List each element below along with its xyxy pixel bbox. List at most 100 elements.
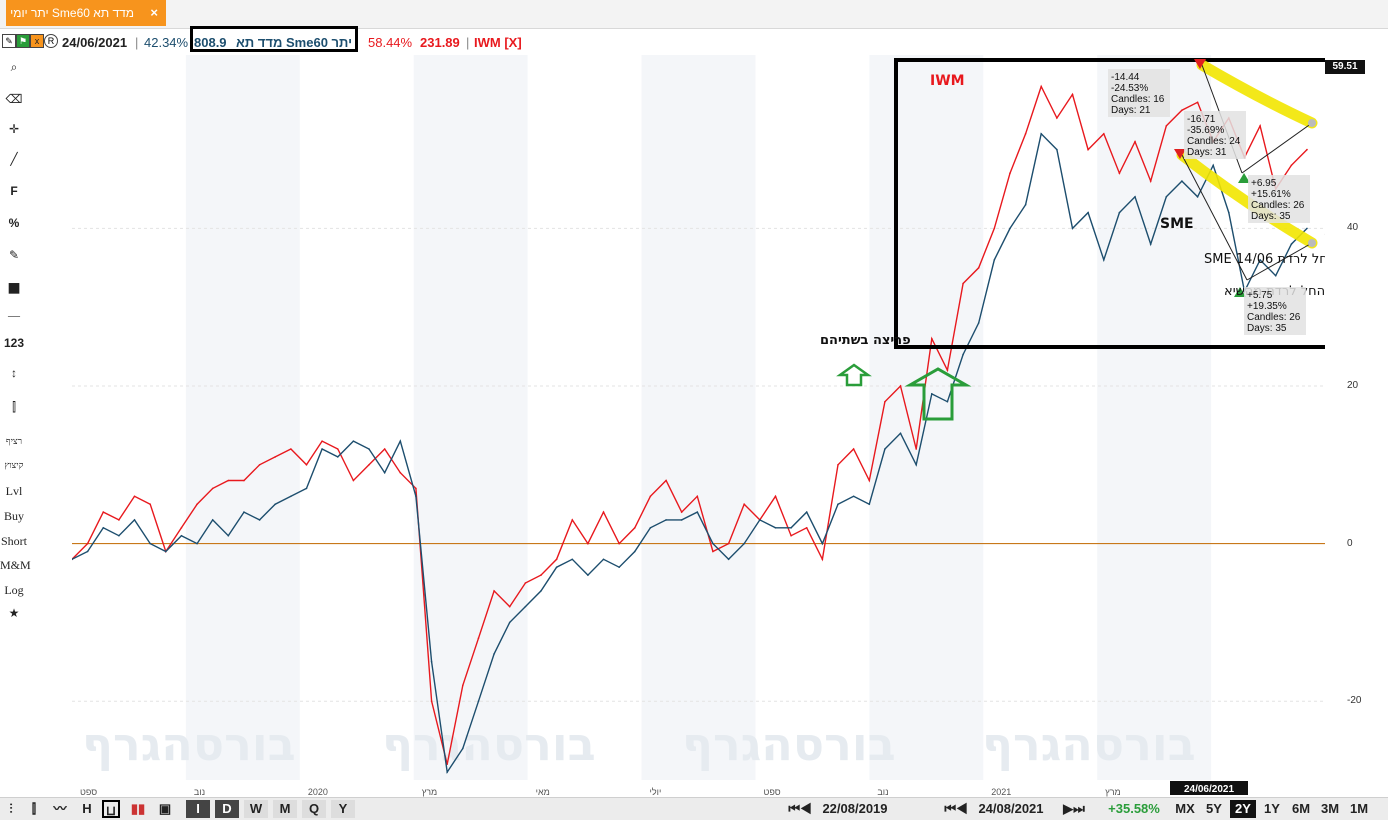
percent-icon[interactable]: %: [8, 216, 20, 230]
range-MX-button[interactable]: MX: [1175, 801, 1195, 816]
color-icon[interactable]: ■: [7, 275, 21, 300]
interval-Q-button[interactable]: Q: [302, 800, 326, 818]
trough-arrow-icon: [1238, 173, 1250, 183]
data-point: [211, 487, 214, 490]
data-point: [852, 495, 855, 498]
data-point: [243, 511, 245, 513]
close-icon[interactable]: ×: [150, 5, 158, 20]
data-point: [399, 471, 402, 474]
candles-type-icon[interactable]: ⫿: [31, 801, 37, 816]
edit-icon[interactable]: ✎: [8, 248, 20, 262]
interval-Y-button[interactable]: Y: [331, 800, 355, 818]
start-nav-icons[interactable]: ⏮◀: [788, 801, 812, 816]
data-point: [118, 519, 120, 521]
stat-box-3: [1248, 175, 1310, 223]
data-point: [540, 574, 542, 576]
sme-name[interactable]: יתר Sme60 מדד תא: [236, 35, 353, 50]
data-point: [524, 605, 527, 608]
iwm-pct: 58.44%: [368, 35, 413, 50]
tool-sidebar: ⌕ ⌫ ✛ ╱ F% ✎ ■ — 123 ↕ ⫿ רציף קיצוץ Lvl Buy Short M&M Log…: [0, 56, 31, 796]
interval-M-button[interactable]: M: [273, 800, 297, 818]
watermark: בורסהגרף: [682, 717, 896, 771]
chart-icon[interactable]: x: [30, 34, 44, 48]
cursor-select-icon[interactable]: ⫶: [9, 801, 13, 816]
lvl-label[interactable]: Lvl: [5, 484, 23, 498]
flag-icon[interactable]: ⚑: [16, 34, 30, 48]
data-point: [477, 700, 480, 702]
data-point: [86, 550, 89, 553]
range-1Y-button[interactable]: 1Y: [1264, 801, 1280, 816]
watermark: בורסהגרף: [382, 717, 596, 771]
buy-label[interactable]: Buy: [3, 509, 24, 523]
vertical-line-icon[interactable]: ↕: [11, 366, 17, 380]
candles-icon[interactable]: ⫿: [12, 400, 16, 414]
short-label[interactable]: Short: [0, 534, 27, 548]
data-point: [211, 519, 214, 521]
registered-icon[interactable]: R: [44, 34, 58, 48]
data-point: [352, 479, 355, 482]
header-sep-2: |: [466, 35, 470, 50]
note-1: 60 החל לרדת SME 14/06: [1204, 252, 1325, 267]
data-point: [915, 448, 917, 450]
save-icon[interactable]: ▣: [158, 801, 172, 816]
data-point: [1118, 172, 1121, 175]
data-point: [884, 448, 886, 450]
focus-box: [894, 58, 1325, 349]
range-2Y-button[interactable]: 2Y: [1230, 800, 1256, 818]
mm-label[interactable]: M&M: [0, 558, 31, 572]
volume-icon[interactable]: ▮▮: [130, 801, 146, 816]
interval-W-button[interactable]: W: [244, 800, 268, 818]
numbers-icon[interactable]: 123: [3, 336, 25, 350]
data-point: [868, 479, 871, 482]
chart-tab[interactable]: מדד תא Sme60 יתר יומי ×: [6, 0, 166, 26]
fibonacci-icon[interactable]: F: [10, 184, 18, 198]
interval-D-button[interactable]: D: [215, 800, 239, 818]
column-stripe: [185, 55, 300, 780]
data-point: [86, 542, 89, 545]
data-point: [1102, 133, 1105, 135]
data-point: [1274, 274, 1277, 277]
data-point: [227, 534, 230, 537]
data-point: [383, 471, 386, 474]
range-1M-button[interactable]: 1M: [1349, 801, 1369, 816]
end-nav-right-icons[interactable]: ▶⏭: [1063, 801, 1085, 816]
data-point: [321, 440, 323, 442]
range-3M-button[interactable]: 3M: [1320, 801, 1340, 816]
line-width-icon[interactable]: —: [8, 308, 20, 322]
iwm-name[interactable]: IWM [X]: [474, 35, 522, 50]
start-date[interactable]: 22/08/2019: [822, 801, 888, 816]
comparison-chart[interactable]: בורסהגרף בורסהגרף בורסהגרף בורסהגרף ספט נוב 20…: [72, 55, 1325, 811]
drawing-icon[interactable]: ✎: [2, 34, 16, 48]
sme-drop-label: 23%- מהקצה לעכשיו: [1324, 224, 1325, 239]
heikin-icon[interactable]: H: [82, 801, 92, 816]
x-tick-label: 2020: [308, 787, 328, 797]
eraser-icon[interactable]: ⌫: [5, 92, 23, 106]
data-point: [368, 448, 370, 450]
log-label[interactable]: Log: [4, 583, 24, 597]
stat-box-2-line: Candles: 24: [1187, 136, 1241, 147]
bars-icon[interactable]: ⊔: [102, 800, 120, 818]
header-date: 24/06/2021: [62, 35, 128, 50]
range-5Y-button[interactable]: 5Y: [1206, 801, 1222, 816]
interval-I-button[interactable]: I: [186, 800, 210, 818]
search-icon[interactable]: ⌕: [10, 60, 18, 74]
line-type-icon[interactable]: 〰: [53, 801, 67, 816]
data-point: [196, 542, 198, 545]
data-point: [1056, 148, 1058, 151]
crosshair-icon[interactable]: ✛: [8, 122, 20, 136]
star-icon[interactable]: ★: [8, 606, 20, 620]
range-6M-button[interactable]: 6M: [1291, 801, 1311, 816]
end-nav-icons[interactable]: ⏮◀: [944, 801, 968, 816]
end-date[interactable]: 24/08/2021: [978, 801, 1044, 816]
line-tool-icon[interactable]: ╱: [10, 152, 18, 166]
continuous-label[interactable]: רציף: [5, 436, 23, 446]
stat-box-1-line: Days: 21: [1111, 105, 1151, 116]
sme-highlight-box: [190, 26, 358, 52]
data-point: [852, 448, 855, 450]
data-point: [727, 542, 730, 545]
data-point: [180, 527, 183, 529]
data-point: [180, 534, 183, 537]
compact-label[interactable]: קיצוץ: [4, 460, 24, 470]
stat-box-4-line: +19.35%: [1247, 301, 1287, 312]
data-point: [587, 542, 589, 545]
